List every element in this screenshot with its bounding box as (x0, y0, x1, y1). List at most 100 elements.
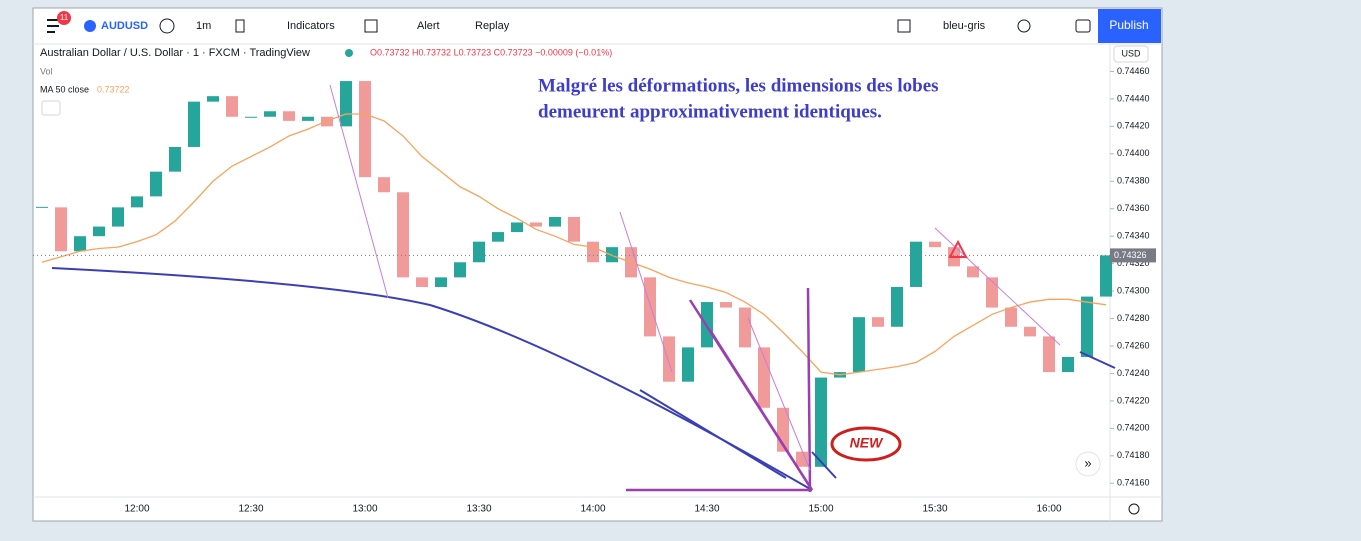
curve (51, 267, 813, 491)
candle (929, 241, 941, 248)
compare-button[interactable] (159, 18, 175, 34)
candle (587, 241, 599, 263)
currency: USD (1121, 48, 1141, 58)
new-badge (830, 426, 902, 462)
publish-button[interactable] (1098, 9, 1161, 43)
candle (131, 196, 143, 208)
candle (150, 171, 162, 197)
candle (758, 347, 770, 408)
replay-button[interactable]: Replay (475, 20, 510, 32)
candle (492, 232, 504, 242)
candle (226, 96, 238, 117)
y-tick-label: 0.74420 (1117, 121, 1150, 131)
candle (891, 286, 903, 327)
line (1079, 351, 1116, 369)
candle (112, 207, 124, 227)
candle (55, 207, 67, 252)
badge (57, 11, 71, 25)
snapshot-button[interactable] (1075, 19, 1091, 33)
candle (682, 347, 694, 382)
legend-title: Australian Dollar / U.S. Dollar · 1 · FX… (40, 47, 310, 59)
badge-count: 11 (60, 13, 69, 22)
triangle (948, 239, 968, 258)
candle (530, 222, 542, 227)
alert-button[interactable]: Alert (417, 20, 440, 32)
last-price-label: 0.74326 (1114, 250, 1147, 260)
candle (853, 317, 865, 373)
x-tick-label: 16:00 (1036, 504, 1061, 515)
line (639, 389, 787, 479)
candle (93, 226, 105, 237)
plot: 0.74160 0.74180 0.74200 0.74220 0.74240 0.742… (33, 66, 1156, 515)
settings-button[interactable] (1017, 19, 1031, 33)
candle (340, 81, 352, 127)
candle (283, 111, 295, 121)
last-price-box (1110, 248, 1156, 263)
line (619, 211, 673, 373)
y-tick-label: 0.74240 (1117, 368, 1150, 378)
annotation: demeurent approximativement identiques. (538, 101, 882, 122)
x-tick-label: 13:30 (466, 504, 491, 515)
candle (169, 146, 181, 172)
collapse-legend[interactable] (41, 100, 61, 116)
y-tick-label: 0.74220 (1117, 395, 1150, 405)
candle (1100, 255, 1112, 297)
layout-button[interactable] (897, 19, 911, 33)
candle (74, 236, 86, 252)
candle (264, 111, 276, 117)
drawings (51, 84, 1116, 493)
candle (644, 277, 656, 337)
symbol[interactable]: AUDUSD (101, 20, 148, 32)
candle (549, 216, 561, 227)
market-status (345, 49, 353, 57)
candle (967, 266, 979, 278)
y-tick-label: 0.74340 (1117, 231, 1150, 241)
symbol-icon (84, 20, 96, 32)
publish-label: Publish (1109, 18, 1148, 32)
candle (1043, 336, 1055, 373)
x-tick-label: 12:00 (124, 504, 149, 515)
line (811, 451, 837, 479)
candle (739, 307, 751, 348)
y-tick-label: 0.74380 (1117, 176, 1150, 186)
candle (1062, 356, 1074, 373)
legend-vol: Vol (40, 66, 53, 76)
annotation: Malgré les déformations, les dimensions … (538, 75, 939, 96)
axis-settings[interactable] (1128, 503, 1140, 515)
menu-icon[interactable] (47, 19, 59, 33)
y-tick-label: 0.74180 (1117, 450, 1150, 460)
candle (302, 116, 314, 121)
templates-button[interactable] (364, 19, 378, 33)
y-tick-label: 0.74260 (1117, 340, 1150, 350)
candle (511, 222, 523, 233)
y-tick-label: 0.74460 (1117, 66, 1150, 76)
line (806, 287, 812, 493)
legend-ma: MA 50 close (40, 84, 89, 94)
candle (986, 277, 998, 308)
y-tick-label: 0.74440 (1117, 93, 1150, 103)
y-tick-label: 0.74400 (1117, 148, 1150, 158)
candle (815, 377, 827, 467)
scroll-button[interactable] (1075, 451, 1101, 477)
candle (378, 177, 390, 193)
candle (720, 302, 732, 308)
chart-type-button[interactable] (235, 19, 245, 33)
y-tick-label: 0.74360 (1117, 203, 1150, 213)
scroll-label: » (1084, 455, 1091, 470)
candle (207, 96, 219, 102)
candle (359, 81, 371, 178)
interval[interactable]: 1m (196, 20, 211, 32)
y-tick-label: 0.74280 (1117, 313, 1150, 323)
x-tick-label: 12:30 (238, 504, 263, 515)
currency-box[interactable] (1113, 45, 1149, 63)
ma-line (41, 113, 1107, 376)
candle (1005, 307, 1017, 327)
line (708, 329, 814, 491)
candle (872, 317, 884, 327)
y-tick-label: 0.74200 (1117, 423, 1150, 433)
indicators-button[interactable]: Indicators (287, 20, 335, 32)
candle (435, 277, 447, 287)
layout-name[interactable]: bleu-gris (943, 20, 986, 32)
